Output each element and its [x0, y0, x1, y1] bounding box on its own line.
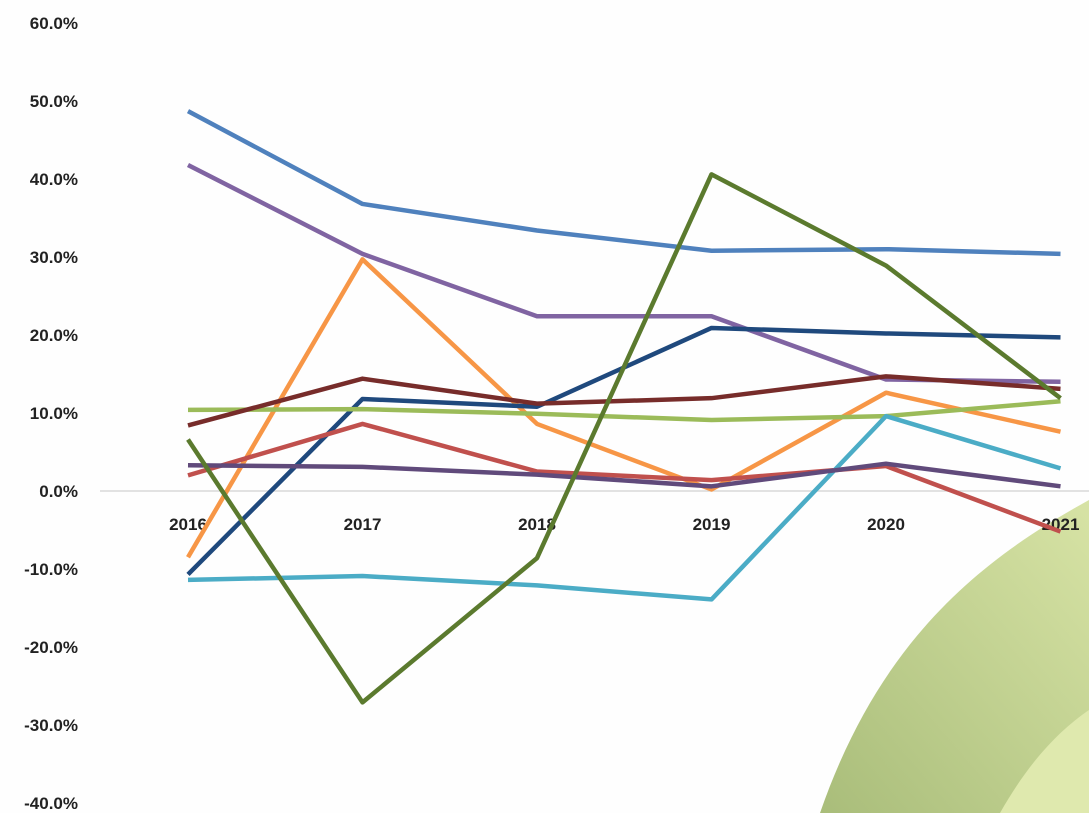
series-line-6 — [187, 374, 1061, 428]
series-line-8 — [187, 413, 1062, 602]
axis-layer: 60.0% 50.0% 40.0% 30.0% 20.0% 10.0% 0.0% -10.0%… — [24, 14, 1089, 813]
series-line-5 — [187, 399, 1061, 423]
series-line-9 — [187, 461, 1061, 489]
x-tick-label: 2017 — [344, 515, 382, 534]
y-tick-label: 50.0% — [30, 92, 78, 111]
series-line-2 — [186, 162, 1061, 385]
series-line-3 — [186, 257, 1061, 559]
x-tick-label: 2018 — [518, 515, 556, 534]
y-tick-label: 30.0% — [30, 248, 78, 267]
x-tick-label: 2019 — [693, 515, 731, 534]
y-tick-label: -30.0% — [24, 716, 78, 735]
y-tick-label: -10.0% — [24, 560, 78, 579]
y-tick-label: 20.0% — [30, 326, 78, 345]
series-line-10 — [186, 172, 1062, 705]
decorative-arc-inner — [1000, 710, 1089, 813]
series-line-7 — [187, 421, 1062, 534]
y-tick-label: 10.0% — [30, 404, 78, 423]
y-tick-label: 60.0% — [30, 14, 78, 33]
y-tick-label: 40.0% — [30, 170, 78, 189]
series-line-1 — [186, 109, 1061, 257]
y-tick-label: -40.0% — [24, 794, 78, 813]
y-tick-label: -20.0% — [24, 638, 78, 657]
y-tick-label: 0.0% — [39, 482, 78, 501]
decorative-arc — [820, 500, 1089, 813]
series-layer — [186, 109, 1062, 705]
x-tick-label: 2016 — [169, 515, 207, 534]
x-tick-label: 2020 — [867, 515, 905, 534]
